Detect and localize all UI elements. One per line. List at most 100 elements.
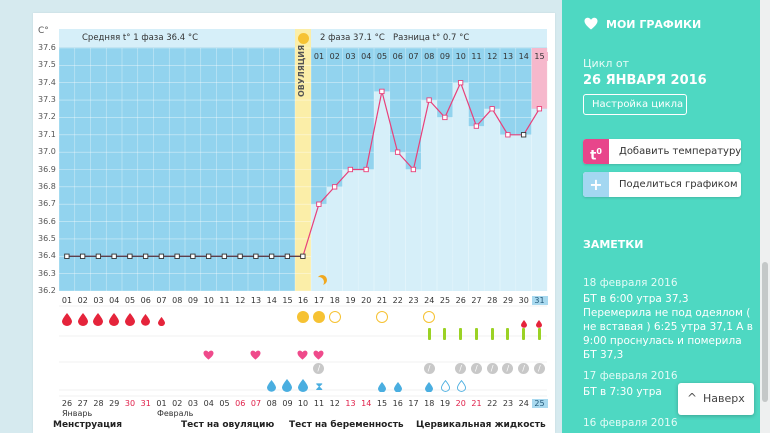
cycle-day-label[interactable]: 07: [156, 296, 167, 305]
back-to-top-label: Наверх: [703, 392, 745, 405]
cycle-day-label[interactable]: 26: [455, 296, 466, 305]
date-label[interactable]: 01: [156, 399, 167, 408]
date-label[interactable]: 06: [235, 399, 246, 408]
date-label[interactable]: 17: [408, 399, 419, 408]
pregnancy-test-icon: /: [455, 363, 467, 374]
moon-icon: [314, 277, 324, 287]
cycle-day-label[interactable]: 16: [297, 296, 309, 305]
setup-cycle-button[interactable]: Настройка цикла: [583, 94, 687, 115]
temperature-point: [284, 253, 291, 259]
cycle-day-label[interactable]: 18: [329, 296, 340, 305]
cycle-day-label[interactable]: 25: [439, 296, 451, 305]
cycle-day-label[interactable]: 11: [219, 296, 230, 305]
temperature-point: [410, 166, 417, 173]
phase2-day-label: 11: [471, 52, 482, 61]
phase2-bar: [342, 169, 359, 291]
date-label[interactable]: 30: [124, 399, 136, 408]
cycle-day-label[interactable]: 22: [392, 296, 403, 305]
temperature-point: [268, 253, 275, 259]
legend-pregnancy-test: Тест на беременность: [289, 420, 404, 430]
share-chart-button[interactable]: + Поделиться графиком: [583, 172, 741, 197]
date-label[interactable]: 21: [471, 399, 482, 408]
date-label[interactable]: 05: [219, 399, 230, 408]
ovulation-test-icon: [423, 311, 436, 323]
date-label[interactable]: 11: [313, 399, 325, 408]
cycle-day-label[interactable]: 29: [502, 296, 514, 305]
date-label[interactable]: 18: [424, 399, 435, 408]
cycle-day-label[interactable]: 10: [203, 296, 214, 305]
add-temperature-button[interactable]: t0 Добавить температуру: [583, 139, 741, 164]
date-label[interactable]: 16: [392, 399, 403, 408]
back-to-top-button[interactable]: ^ Наверх: [678, 383, 754, 415]
date-label[interactable]: 31: [140, 399, 151, 408]
date-label[interactable]: 29: [109, 399, 120, 408]
date-label[interactable]: 20: [455, 399, 466, 408]
cycle-day-label[interactable]: 06: [140, 296, 151, 305]
cycle-day-label[interactable]: 04: [109, 296, 120, 305]
date-label[interactable]: 02: [172, 399, 183, 408]
date-label[interactable]: 13: [345, 399, 356, 408]
date-label[interactable]: 23: [502, 399, 514, 408]
cycle-day-label[interactable]: 08: [172, 296, 183, 305]
y-tick-label: 37.0: [38, 147, 56, 157]
date-label[interactable]: 15: [376, 399, 388, 408]
date-label[interactable]: 25: [531, 399, 548, 408]
scrollbar-thumb[interactable]: [762, 262, 768, 402]
phase2-day-label: 09: [439, 52, 451, 61]
date-label[interactable]: 27: [77, 399, 88, 408]
cycle-day-label[interactable]: 02: [77, 296, 88, 305]
cycle-day-label[interactable]: 28: [487, 296, 498, 305]
cycle-day-label[interactable]: 20: [361, 296, 372, 305]
pregnancy-test-icon: /: [502, 363, 514, 374]
cycle-day-label[interactable]: 09: [187, 296, 199, 305]
note-date: 16 февраля 2016: [583, 417, 678, 429]
blood-drop-icon: [61, 313, 72, 331]
date-label[interactable]: 08: [266, 399, 277, 408]
share-chart-label: Поделиться графиком: [619, 179, 738, 190]
cycle-day-label[interactable]: 27: [471, 296, 482, 305]
cycle-day-label[interactable]: 14: [266, 296, 277, 305]
pregnancy-test-icon: /: [518, 363, 530, 374]
blood-drop-icon: [520, 315, 527, 333]
date-label[interactable]: 04: [203, 399, 214, 408]
cycle-day-label[interactable]: 13: [250, 296, 262, 305]
cycle-day-label[interactable]: 15: [282, 296, 293, 305]
phase2-bar: [421, 100, 437, 291]
date-label[interactable]: 10: [297, 399, 309, 408]
blood-drop-icon: [77, 313, 88, 331]
date-label[interactable]: 19: [439, 399, 451, 408]
temperature-point: [221, 253, 228, 259]
date-label[interactable]: 09: [282, 399, 293, 408]
temperature-point: [237, 253, 243, 259]
date-label[interactable]: 26: [61, 399, 73, 408]
cycle-day-label[interactable]: 05: [124, 296, 136, 305]
cycle-day-label[interactable]: 19: [345, 296, 356, 305]
date-label[interactable]: 12: [329, 399, 340, 408]
scrollbar-track[interactable]: [760, 0, 770, 433]
cycle-day-label[interactable]: 24: [424, 296, 435, 305]
cycle-day-label[interactable]: 31: [531, 296, 548, 305]
cycle-day-label[interactable]: 03: [93, 296, 104, 305]
cycle-day-label[interactable]: 30: [518, 296, 529, 305]
ovulation-test-icon: [328, 311, 341, 323]
date-label[interactable]: 07: [250, 399, 262, 408]
phase2-bar: [515, 134, 532, 291]
date-label[interactable]: 24: [518, 399, 529, 408]
phase2-bar: [531, 48, 548, 109]
phase2-bar: [311, 204, 327, 291]
cervical-fluid-icon: [443, 328, 447, 340]
cycle-day-label[interactable]: 21: [376, 296, 388, 305]
date-label[interactable]: 28: [93, 399, 104, 408]
cycle-day-label[interactable]: 17: [313, 296, 325, 305]
date-label[interactable]: 03: [187, 399, 199, 408]
cycle-day-label[interactable]: 23: [408, 296, 419, 305]
date-label[interactable]: 14: [361, 399, 372, 408]
cycle-day-label[interactable]: 12: [235, 296, 246, 305]
phase2-day-label: 13: [502, 52, 514, 61]
cycle-day-label[interactable]: 01: [61, 296, 73, 305]
legend-cervical-fluid: Цервикальная жидкость: [416, 420, 546, 430]
date-label[interactable]: 22: [487, 399, 498, 408]
temperature-point: [190, 253, 196, 259]
blood-drop-icon: [109, 313, 120, 331]
my-charts-link[interactable]: МОИ ГРАФИКИ: [606, 18, 702, 31]
